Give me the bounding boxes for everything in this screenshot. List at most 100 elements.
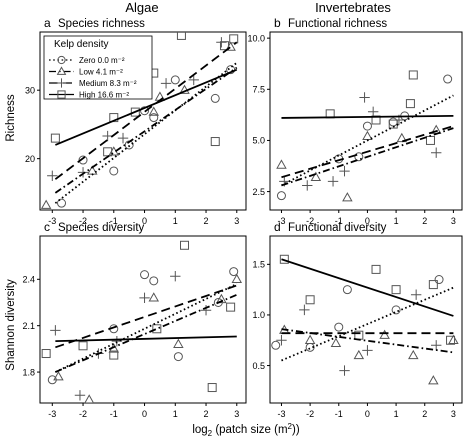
data-point — [226, 302, 236, 312]
fit-line-circle — [54, 283, 238, 373]
data-point — [410, 289, 422, 300]
data-point — [130, 107, 140, 117]
panel-title: Species richness — [58, 18, 145, 30]
data-point — [446, 335, 456, 345]
x-tick-label: 0 — [142, 409, 147, 419]
data-point — [408, 349, 419, 360]
data-point — [53, 371, 64, 381]
legend-label: Zero 0.0 m⁻² — [79, 56, 125, 65]
data-point — [342, 285, 352, 295]
data-point — [362, 121, 372, 131]
x-tick-label: 0 — [365, 216, 370, 226]
data-point — [84, 394, 95, 403]
data-point — [50, 133, 60, 143]
panel-letter: a — [44, 16, 51, 30]
data-point — [160, 78, 172, 89]
data-point — [448, 334, 459, 344]
data-point — [41, 349, 51, 359]
data-point — [78, 341, 88, 351]
panel-b: b Functional richness -3 -2 -1 0 1 2 3 2.5 5.0 7.5 1… — [247, 16, 463, 226]
data-point — [140, 106, 150, 116]
data-point — [279, 254, 289, 264]
data-point — [305, 295, 315, 305]
data-point — [216, 293, 227, 304]
x-tick-label: 3 — [234, 409, 239, 419]
data-point — [57, 198, 67, 208]
panel-title: Species diversity — [58, 222, 145, 234]
data-point — [299, 304, 310, 316]
data-point — [354, 152, 364, 162]
legend-label: Low 4.1 m⁻² — [79, 68, 123, 77]
data-point — [443, 74, 453, 84]
series-square — [41, 240, 236, 393]
x-tick-label: -3 — [277, 409, 285, 419]
data-point — [170, 75, 180, 85]
y-tick-label: 7.5 — [252, 84, 265, 94]
panel-plot-area — [276, 70, 454, 202]
x-tick-label: 3 — [234, 216, 239, 226]
data-point — [276, 191, 286, 201]
series-square — [279, 254, 456, 345]
fit-line-plus — [54, 41, 238, 180]
y-tick-label: 2.5 — [252, 187, 265, 197]
series-square — [325, 70, 435, 145]
x-tick-label: -1 — [110, 216, 118, 226]
data-point — [117, 132, 129, 144]
y-tick-label: 30 — [25, 85, 35, 95]
x-tick-label: 2 — [204, 409, 209, 419]
panel-d: d Functional diversity -3 -2 -1 0 1 2 3 0.5 1.0 1.5 — [252, 220, 463, 419]
y-tick-label: 1.0 — [252, 310, 265, 320]
fit-line-plus — [281, 125, 454, 179]
data-point — [302, 180, 313, 191]
data-point — [362, 130, 373, 141]
data-point — [229, 267, 239, 277]
series-triangle — [279, 324, 459, 385]
x-tick-label: 0 — [365, 409, 370, 419]
x-tick-label: 3 — [451, 216, 456, 226]
data-point — [140, 270, 150, 280]
x-tick-label: 2 — [422, 409, 427, 419]
data-point — [388, 117, 398, 127]
x-tick-label: -3 — [277, 216, 285, 226]
data-point — [139, 292, 150, 304]
data-point — [180, 240, 190, 250]
legend-marker-triangle — [56, 66, 67, 75]
x-tick-label: -2 — [79, 409, 87, 419]
data-point — [339, 365, 350, 376]
data-point — [359, 92, 370, 103]
data-point — [330, 337, 342, 347]
x-tick-label: 1 — [173, 216, 178, 226]
panel-plot-area — [40, 32, 239, 209]
data-point — [74, 390, 86, 401]
data-point — [353, 349, 365, 360]
data-point — [77, 167, 89, 178]
y-tick-label: 2.1 — [22, 321, 35, 331]
data-point — [188, 74, 199, 86]
fit-line-square — [55, 335, 237, 343]
panel-a: a Species richness -3 -2 -1 0 1 2 3 20 30 — [25, 16, 247, 226]
fit-line-square — [55, 68, 238, 146]
x-tick-label: 2 — [204, 216, 209, 226]
data-point — [50, 325, 61, 336]
data-point — [109, 350, 119, 360]
panel-title: Functional diversity — [288, 222, 387, 234]
x-tick-label: 1 — [173, 409, 178, 419]
x-tick-label: 2 — [422, 216, 427, 226]
data-point — [276, 335, 287, 346]
data-point — [210, 137, 220, 147]
x-tick-label: -3 — [48, 409, 56, 419]
col-title-invertebrates: Invertebrates — [315, 0, 391, 15]
fit-line-triangle — [281, 127, 454, 187]
data-point — [428, 375, 439, 385]
data-point — [405, 99, 415, 109]
data-point — [276, 159, 287, 169]
data-point — [431, 147, 442, 158]
data-point — [434, 275, 444, 285]
data-point — [231, 273, 243, 283]
legend-marker-square — [57, 90, 66, 99]
panel-c: c Species diversity -3 -2 -1 0 1 2 3 1.8 2.1 2.4 — [22, 220, 247, 419]
ylabel-richness: Richness — [5, 94, 17, 142]
data-point — [148, 292, 160, 302]
fit-line-plus — [55, 284, 238, 349]
